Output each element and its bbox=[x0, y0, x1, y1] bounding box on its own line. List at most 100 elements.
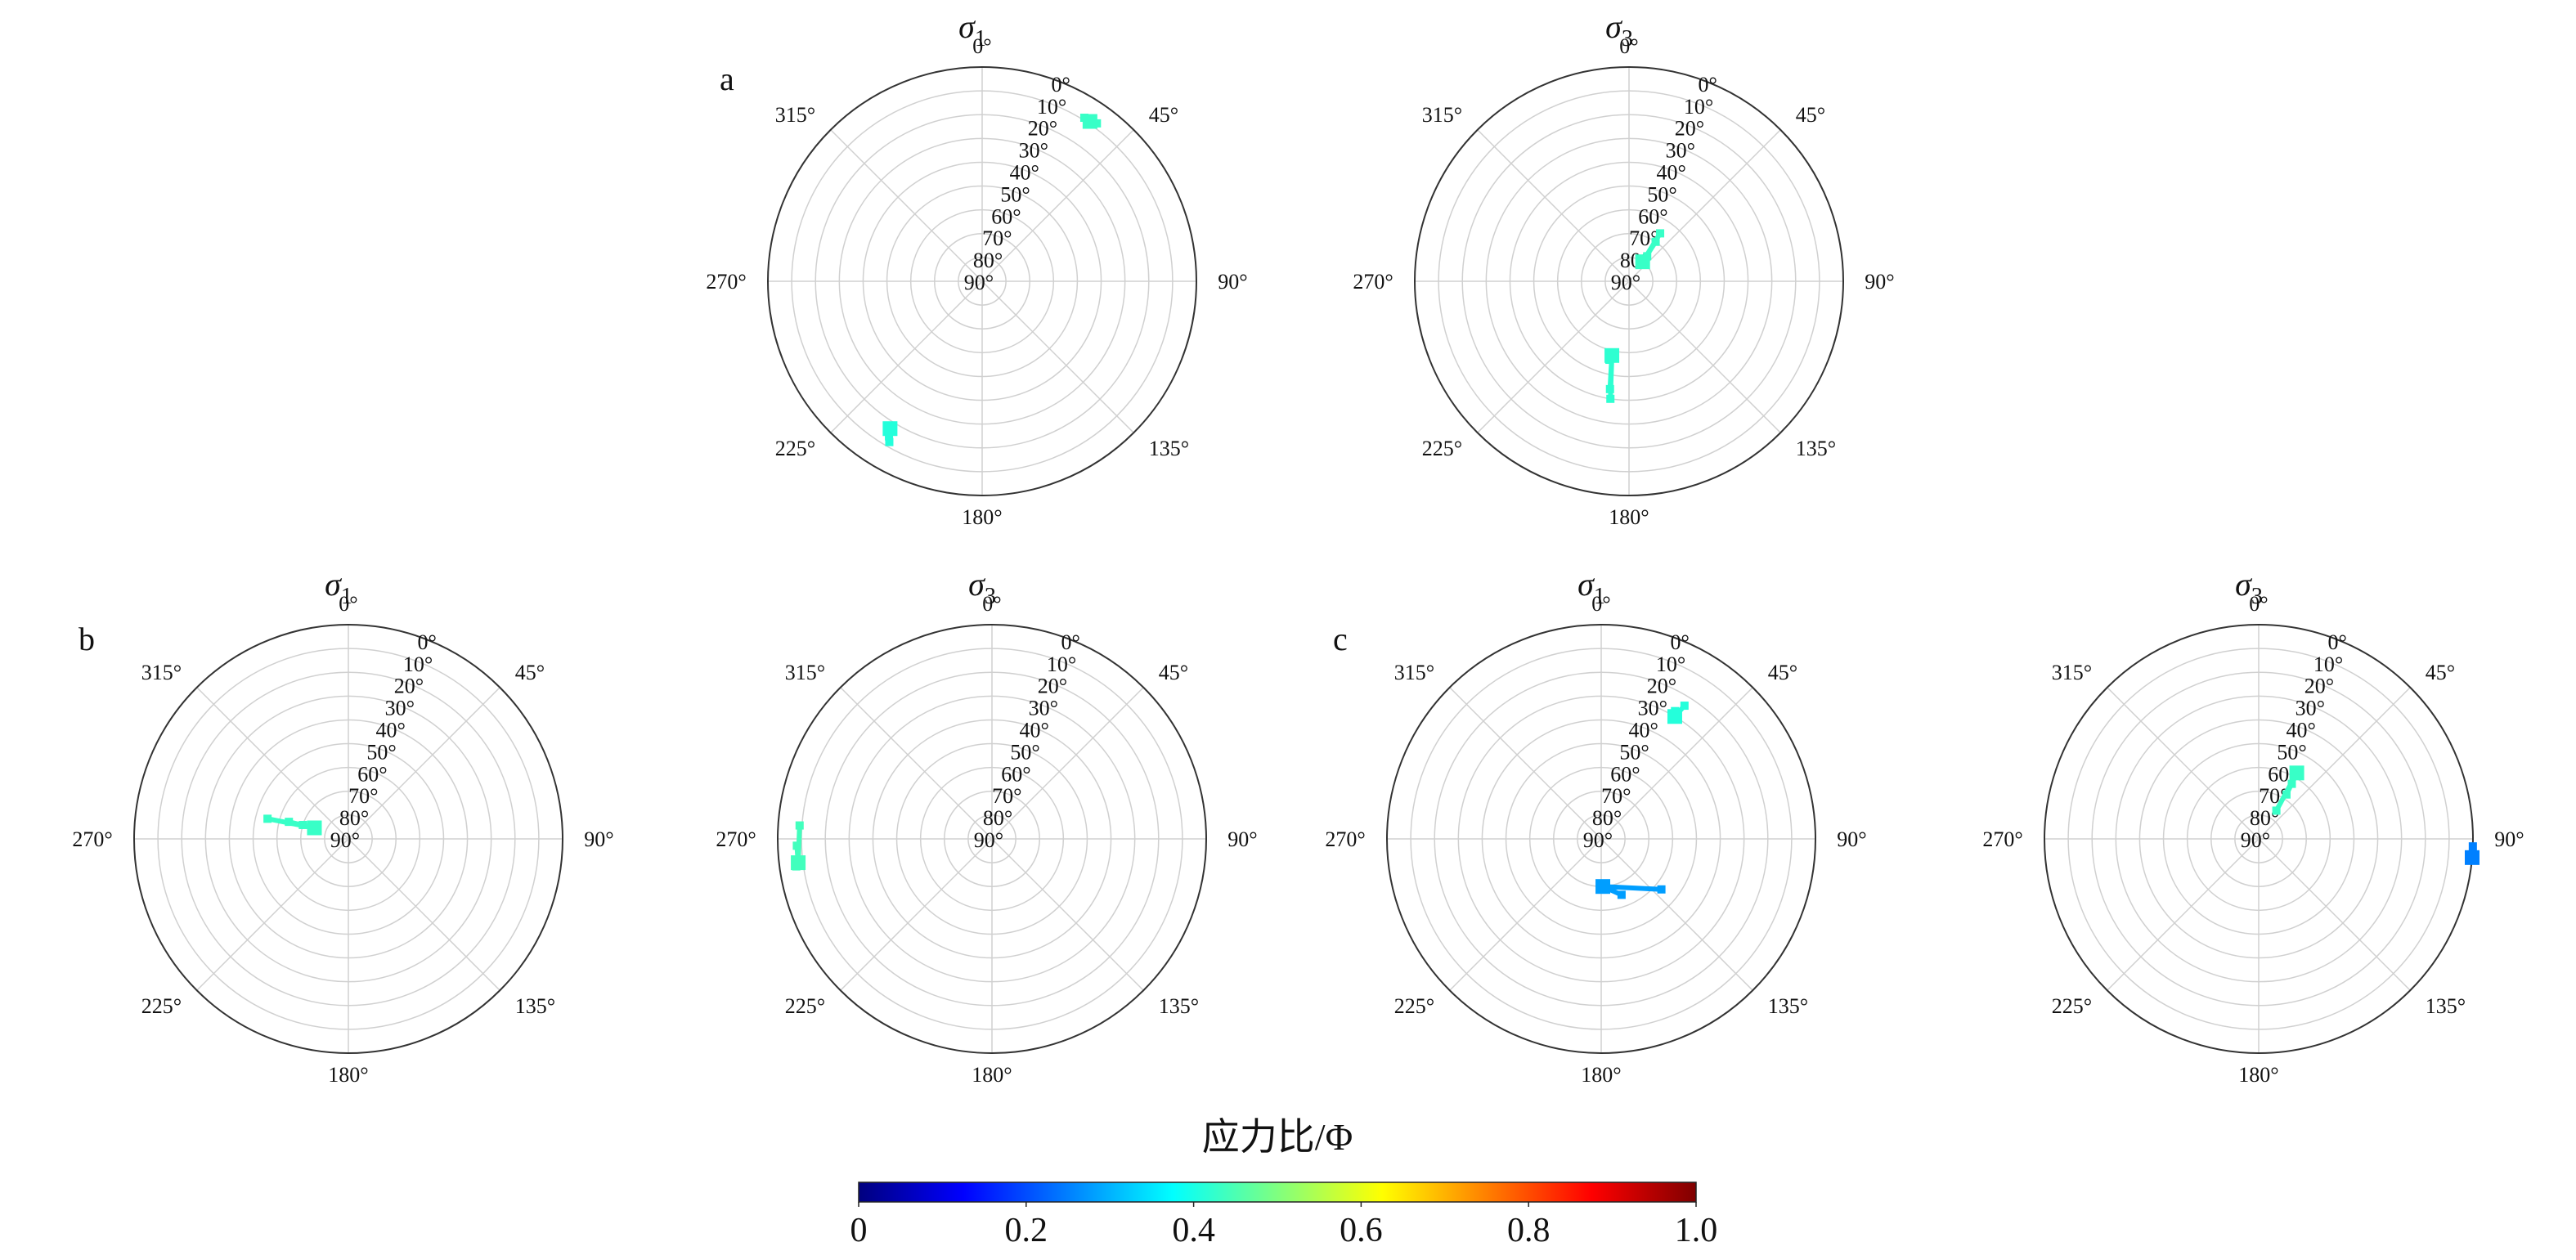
plot-title-subscript: 3 bbox=[2251, 584, 2263, 609]
azimuth-tick-label: 270° bbox=[1982, 827, 2022, 851]
panel-letter: a bbox=[720, 61, 734, 97]
azimuth-tick-label: 315° bbox=[1394, 661, 1434, 684]
axis-sample-point bbox=[1657, 885, 1666, 894]
principal-stress-axis-point bbox=[2289, 765, 2304, 781]
azimuth-tick-label: 270° bbox=[1353, 270, 1393, 294]
azimuth-grid-line bbox=[2107, 687, 2260, 840]
plunge-tick-label: 10° bbox=[1037, 95, 1066, 119]
plot-outer-circle bbox=[777, 624, 1207, 1054]
azimuth-grid-line bbox=[1449, 838, 1602, 991]
polar-plot: 0°45°90°135°180°225°270°315°0°10°20°30°4… bbox=[1325, 566, 1866, 1087]
axis-sample-point bbox=[792, 841, 801, 850]
axis-sample-point bbox=[285, 818, 294, 827]
colorbar-tick-label: 0 bbox=[850, 1212, 868, 1249]
azimuth-grid-line bbox=[2258, 838, 2411, 991]
plunge-tick-label: 50° bbox=[366, 740, 396, 764]
colorbar-tick-label: 0.8 bbox=[1507, 1212, 1551, 1249]
plot-title-symbol: σ bbox=[2235, 566, 2252, 603]
azimuth-grid-line bbox=[348, 687, 500, 840]
plunge-tick-label: 90° bbox=[1583, 828, 1613, 852]
plunge-tick-label: 90° bbox=[964, 271, 994, 294]
azimuth-grid-line bbox=[1600, 838, 1753, 991]
azimuth-tick-label: 90° bbox=[1218, 270, 1247, 294]
azimuth-tick-label: 45° bbox=[1149, 103, 1178, 127]
plunge-tick-label: 90° bbox=[1611, 271, 1640, 294]
axis-sample-point bbox=[795, 821, 804, 830]
plunge-tick-label: 10° bbox=[403, 652, 433, 676]
azimuth-grid-line bbox=[1477, 129, 1630, 282]
plot-title: σ1 bbox=[1577, 566, 1605, 609]
plot-outer-circle bbox=[133, 624, 563, 1054]
plot-outer-circle bbox=[767, 66, 1197, 496]
azimuth-tick-label: 90° bbox=[2494, 827, 2524, 851]
plunge-tick-label: 0° bbox=[2328, 630, 2347, 654]
plot-title-subscript: 3 bbox=[1622, 26, 1633, 52]
azimuth-tick-label: 180° bbox=[1609, 505, 1649, 529]
plunge-tick-label: 30° bbox=[1666, 139, 1695, 163]
plot-title-symbol: σ bbox=[325, 566, 342, 603]
plunge-tick-label: 40° bbox=[1628, 719, 1658, 742]
plunge-tick-label: 20° bbox=[1647, 675, 1676, 698]
colorbar-title: 应力比/Φ bbox=[1202, 1116, 1353, 1158]
axis-sample-point bbox=[1651, 237, 1660, 246]
plunge-tick-label: 40° bbox=[1656, 161, 1685, 185]
azimuth-grid-line bbox=[840, 687, 993, 840]
plot-outer-circle bbox=[1386, 624, 1816, 1054]
principal-stress-axis-point bbox=[882, 421, 898, 437]
plunge-tick-label: 10° bbox=[1684, 95, 1713, 119]
plunge-tick-label: 60° bbox=[1638, 204, 1667, 228]
azimuth-tick-label: 180° bbox=[962, 505, 1002, 529]
azimuth-tick-label: 225° bbox=[1394, 994, 1434, 1018]
plot-title-symbol: σ bbox=[1577, 566, 1595, 603]
azimuth-grid-line bbox=[1449, 687, 1602, 840]
plunge-tick-label: 0° bbox=[1699, 73, 1717, 96]
azimuth-tick-label: 90° bbox=[1227, 827, 1257, 851]
plunge-tick-label: 0° bbox=[1671, 630, 1690, 654]
colorbar-tick-label: 0.4 bbox=[1172, 1212, 1215, 1249]
plunge-tick-label: 90° bbox=[974, 828, 1003, 852]
polar-plot: 0°45°90°135°180°225°270°315°0°10°20°30°4… bbox=[72, 566, 613, 1087]
axis-sample-point bbox=[2468, 842, 2477, 851]
plot-title-subscript: 3 bbox=[985, 584, 996, 609]
colorbar-tick-label: 1.0 bbox=[1675, 1212, 1718, 1249]
axis-spread-line bbox=[1600, 884, 1664, 892]
plot-title-subscript: 1 bbox=[975, 26, 986, 52]
principal-stress-axis-point bbox=[1667, 709, 1682, 724]
axis-sample-point bbox=[1606, 394, 1615, 403]
principal-stress-axis-point bbox=[307, 820, 322, 836]
azimuth-tick-label: 135° bbox=[1159, 994, 1199, 1018]
plunge-tick-label: 30° bbox=[1638, 697, 1667, 720]
plot-title-symbol: σ bbox=[958, 8, 976, 45]
azimuth-tick-label: 225° bbox=[2052, 994, 2092, 1018]
principal-stress-axis-point bbox=[791, 855, 806, 871]
azimuth-tick-label: 135° bbox=[2426, 994, 2466, 1018]
azimuth-tick-label: 315° bbox=[775, 103, 815, 127]
azimuth-tick-label: 0° bbox=[1619, 34, 1638, 58]
azimuth-grid-line bbox=[196, 838, 349, 991]
plunge-tick-label: 20° bbox=[2304, 675, 2334, 698]
plunge-tick-label: 0° bbox=[1061, 630, 1080, 654]
axis-sample-point bbox=[298, 820, 307, 829]
azimuth-tick-label: 135° bbox=[1149, 437, 1189, 460]
principal-stress-axis-point bbox=[1635, 254, 1650, 270]
plunge-tick-label: 90° bbox=[330, 828, 360, 852]
plunge-tick-label: 80° bbox=[973, 249, 1003, 272]
azimuth-tick-label: 225° bbox=[1422, 437, 1462, 460]
azimuth-grid-line bbox=[991, 687, 1144, 840]
plunge-tick-label: 0° bbox=[418, 630, 437, 654]
axis-sample-point bbox=[1680, 702, 1689, 711]
plunge-tick-label: 70° bbox=[982, 226, 1012, 250]
colorbar-gradient bbox=[858, 1182, 1697, 1203]
plunge-tick-label: 50° bbox=[1000, 182, 1030, 206]
azimuth-tick-label: 90° bbox=[584, 827, 613, 851]
principal-stress-axis-point bbox=[1082, 114, 1097, 129]
azimuth-tick-label: 45° bbox=[515, 661, 545, 684]
azimuth-tick-label: 135° bbox=[1796, 437, 1836, 460]
azimuth-grid-line bbox=[1477, 280, 1630, 433]
plot-title: σ3 bbox=[968, 566, 996, 609]
azimuth-grid-line bbox=[1628, 129, 1781, 282]
azimuth-tick-label: 270° bbox=[72, 827, 112, 851]
plunge-tick-label: 10° bbox=[2313, 652, 2343, 676]
plunge-tick-label: 20° bbox=[394, 675, 424, 698]
plot-outer-circle bbox=[1414, 66, 1844, 496]
